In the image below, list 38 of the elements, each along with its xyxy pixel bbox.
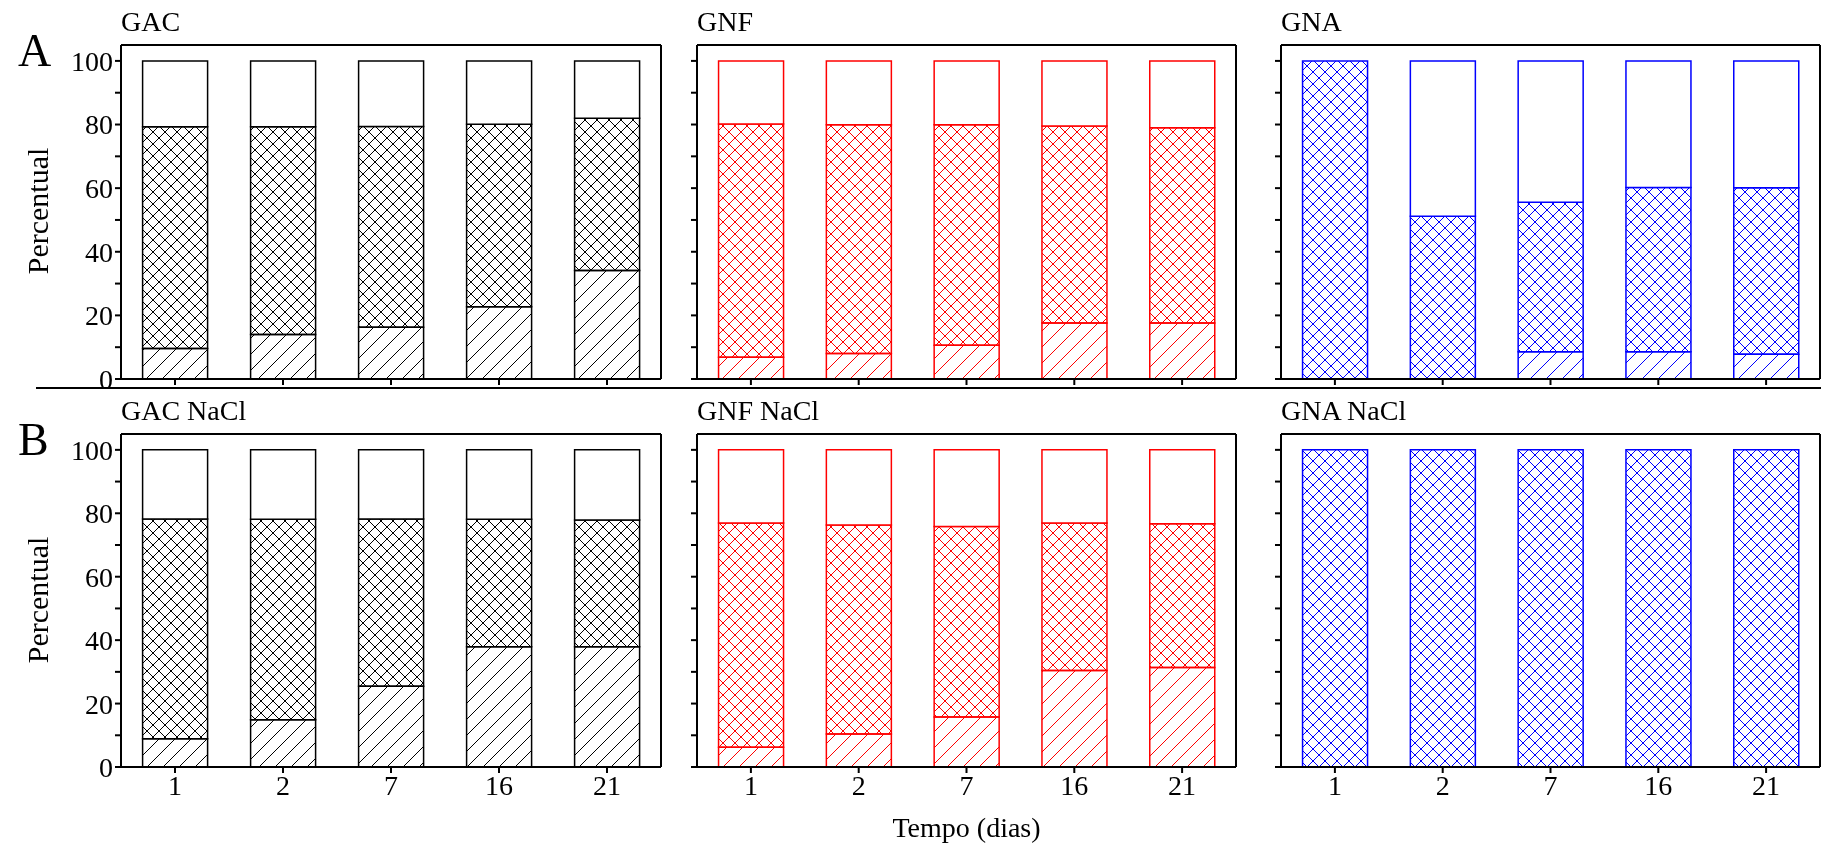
x-tick-label: 2 xyxy=(851,769,866,801)
x-tick-label: 16 xyxy=(1644,769,1673,801)
chart-title: GNA xyxy=(1281,6,1342,37)
x-tick-label: 7 xyxy=(959,769,974,801)
y-tick-label: 20 xyxy=(85,300,113,332)
x-tick-label: 21 xyxy=(593,769,621,801)
x-tick-label: 2 xyxy=(1435,769,1450,801)
chart-title: GNA NaCl xyxy=(1281,395,1407,426)
y-tick-label: 60 xyxy=(85,561,113,593)
chart-title: GNF NaCl xyxy=(697,395,820,426)
chart-title: GAC NaCl xyxy=(121,395,247,426)
chart-title: GNF xyxy=(697,6,754,37)
x-tick-label: 7 xyxy=(384,769,398,801)
y-tick-label: 20 xyxy=(85,688,113,720)
y-tick-label: 80 xyxy=(85,109,113,141)
y-tick-label: 60 xyxy=(85,173,113,205)
x-tick-label: 2 xyxy=(276,769,290,801)
x-axis-title: Tempo (dias) xyxy=(892,812,1041,843)
bar xyxy=(1301,60,1369,379)
x-tick-label: 16 xyxy=(485,769,513,801)
text: A xyxy=(18,25,52,76)
chart-title: GAC xyxy=(121,6,181,37)
x-tick-label: 1 xyxy=(168,769,182,801)
x-tick-label: 1 xyxy=(1327,769,1342,801)
y-tick-label: 0 xyxy=(99,751,113,783)
y-tick-label: 100 xyxy=(71,45,113,77)
x-tick-label: 21 xyxy=(1168,769,1197,801)
y-axis-title: Percentual xyxy=(21,536,54,663)
y-tick-label: 100 xyxy=(71,434,113,466)
x-tick-label: 16 xyxy=(1060,769,1089,801)
text: B xyxy=(18,414,49,465)
y-tick-label: 40 xyxy=(85,236,113,268)
y-tick-label: 40 xyxy=(85,625,113,657)
y-tick-label: 80 xyxy=(85,498,113,530)
x-tick-label: 21 xyxy=(1752,769,1781,801)
x-tick-label: 7 xyxy=(1543,769,1558,801)
y-axis-title: Percentual xyxy=(21,147,54,275)
x-tick-label: 1 xyxy=(743,769,758,801)
